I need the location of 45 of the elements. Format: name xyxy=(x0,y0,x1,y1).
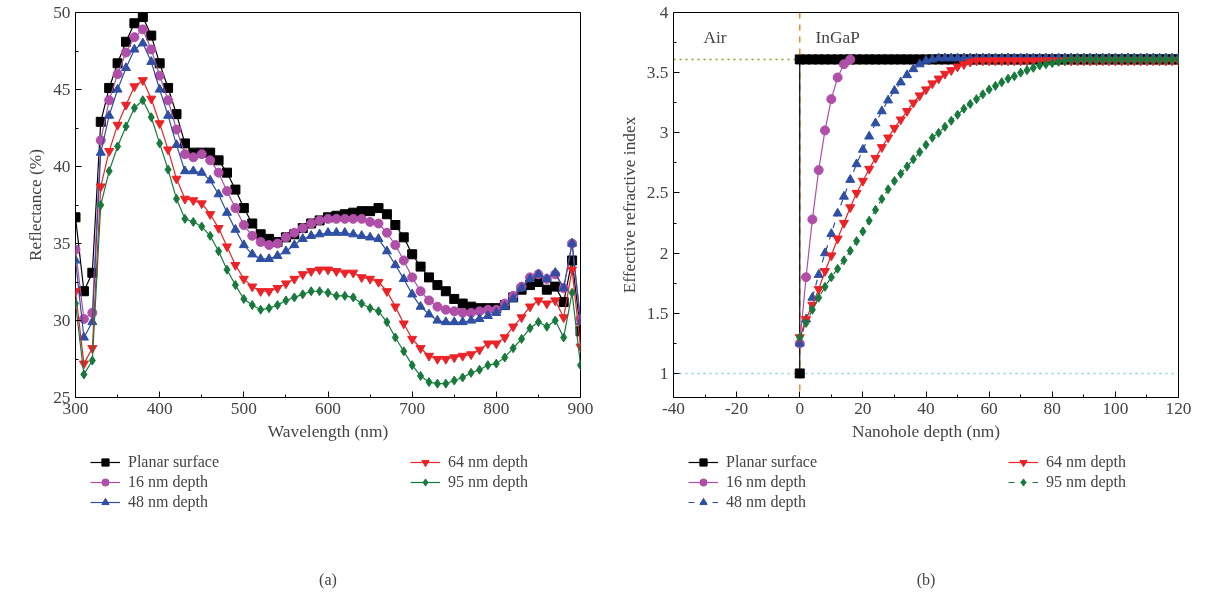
y-tick-label: 40 xyxy=(53,157,71,176)
x-axis-title: Wavelength (nm) xyxy=(267,421,389,441)
x-tick-label: 0 xyxy=(795,398,805,418)
y-tick-label: 3.5 xyxy=(646,63,669,83)
x-tick-label: 80 xyxy=(1043,398,1061,418)
y-axis-title: Reflectance (%) xyxy=(26,148,46,262)
legend-label: 48 nm depth xyxy=(128,493,208,511)
x-tick-label: 100 xyxy=(1102,398,1129,418)
x-tick-label: 40 xyxy=(917,398,935,418)
x-tick-label: 900 xyxy=(567,398,594,418)
annotation: Air xyxy=(703,28,727,47)
x-axis-title: Nanohole depth (nm) xyxy=(851,421,1001,441)
x-tick-label: 700 xyxy=(399,398,426,418)
annotation: InGaP xyxy=(815,28,860,47)
x-tick-label: -20 xyxy=(725,398,749,418)
y-tick-label: 2 xyxy=(659,243,669,263)
y-tick-label: 50 xyxy=(53,3,71,22)
text: (b) xyxy=(916,570,936,589)
legend-label: 16 nm depth xyxy=(128,473,208,491)
x-tick-label: 600 xyxy=(315,398,341,418)
y-tick-label: 35 xyxy=(53,234,71,253)
x-tick-label: 60 xyxy=(980,398,998,418)
x-tick-label: 400 xyxy=(146,398,173,418)
text: (a) xyxy=(319,570,337,589)
legend-label: 95 nm depth xyxy=(1046,473,1126,491)
y-tick-label: 3 xyxy=(659,123,669,143)
y-tick-label: 1 xyxy=(659,363,669,383)
legend-label: 48 nm depth xyxy=(726,493,806,511)
x-tick-label: 120 xyxy=(1165,398,1192,418)
legend-label: 64 nm depth xyxy=(448,453,528,471)
x-tick-label: -40 xyxy=(661,398,686,418)
x-tick-label: 20 xyxy=(854,398,872,418)
legend-label: 16 nm depth xyxy=(726,473,806,491)
x-tick-label: 800 xyxy=(483,398,510,418)
y-tick-label: 30 xyxy=(53,311,71,330)
y-tick-label: 4 xyxy=(659,3,669,22)
legend-label: Planar surface xyxy=(726,453,818,471)
x-tick-label: 500 xyxy=(230,398,257,418)
y-axis-title: Effective refractive index xyxy=(619,116,639,294)
y-tick-label: 45 xyxy=(53,80,71,99)
legend-label: 64 nm depth xyxy=(1046,453,1126,471)
y-tick-label: 1.5 xyxy=(646,303,669,323)
y-tick-label: 2.5 xyxy=(646,183,669,203)
legend-label: Planar surface xyxy=(128,453,220,471)
legend-label: 95 nm depth xyxy=(448,473,528,491)
